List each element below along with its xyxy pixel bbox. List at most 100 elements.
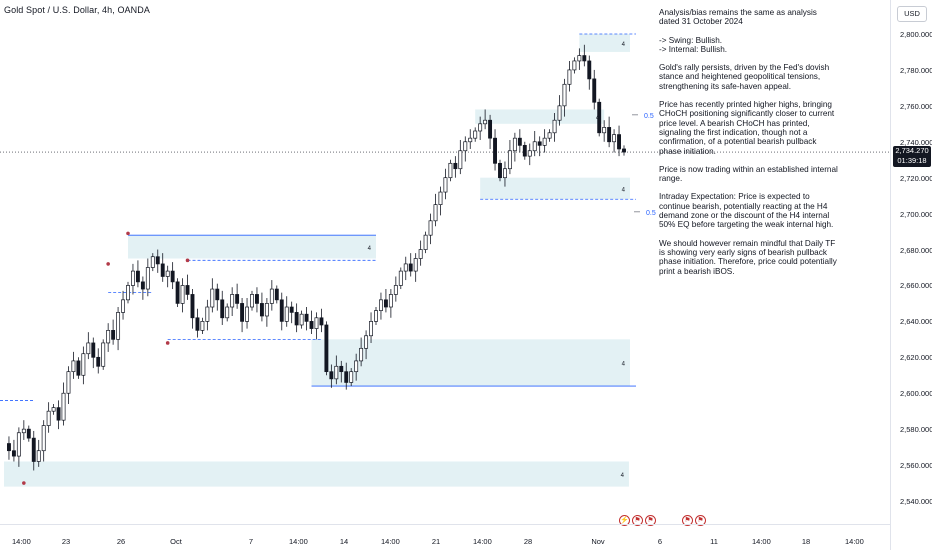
candle-bull	[468, 137, 473, 143]
swing-point-marker	[22, 481, 26, 485]
candle-bear	[185, 285, 190, 295]
candle-bear	[220, 299, 225, 319]
candle-bear	[76, 360, 81, 376]
price-tick-label: 2,800.000	[900, 30, 932, 39]
last-price-value: 2,734.270	[895, 146, 929, 155]
candle-bull	[379, 299, 383, 311]
candle-bull	[131, 270, 135, 286]
time-tick-label: 14:00	[473, 537, 492, 546]
candle-bull	[433, 204, 438, 222]
candle-bull	[264, 303, 269, 317]
candle-bull	[567, 69, 572, 85]
candle-bull	[512, 137, 517, 152]
candle-bull	[66, 371, 71, 394]
candle-bull	[374, 310, 378, 322]
candle-bear	[592, 78, 597, 103]
time-tick-label: 23	[61, 537, 71, 546]
candle-bear	[617, 134, 621, 150]
economic-events[interactable]: ⚡ ⚑ ⚑	[619, 515, 656, 526]
candle-bull	[483, 119, 488, 125]
note-paragraph: Price is now trading within an establish…	[659, 164, 838, 184]
us-flag-icon[interactable]: ⚑	[695, 515, 706, 526]
candle-bear	[309, 321, 314, 329]
candle-bull	[364, 335, 369, 349]
candle-bull	[577, 55, 582, 62]
time-tick-label: Oct	[170, 537, 182, 546]
candle-bear	[195, 317, 200, 331]
candle-bull	[503, 168, 507, 179]
zone-label: 4	[368, 246, 372, 252]
time-tick-label: 26	[116, 537, 126, 546]
candle-bull	[413, 258, 418, 272]
candle-bull	[612, 134, 617, 143]
candle-bull	[369, 321, 373, 337]
candle-bull	[21, 428, 26, 434]
candle-bull	[250, 294, 254, 308]
candle-bull	[547, 132, 552, 139]
candle-bear	[279, 299, 284, 322]
price-axis[interactable]: USD 2,540.000 2,560.000 2,580.000 2,600.000…	[890, 0, 932, 550]
candle-bear	[160, 263, 165, 277]
candle-bear	[240, 303, 245, 322]
candle-bear	[339, 365, 344, 373]
currency-button[interactable]: USD	[897, 6, 927, 22]
candle-bull	[473, 130, 478, 139]
price-tick-label: 2,700.000	[900, 209, 932, 219]
candlestick-chart[interactable]: 4444440.50.5	[0, 0, 890, 524]
candle-bear	[319, 317, 324, 326]
candle-bull	[46, 410, 51, 426]
candle-bear	[274, 288, 279, 301]
us-flag-icon[interactable]: ⚑	[632, 515, 643, 526]
candle-bull	[145, 267, 150, 290]
candle-bear	[255, 294, 259, 304]
candle-bear	[26, 428, 31, 439]
candle-bear	[56, 407, 61, 421]
swing-point-marker	[185, 258, 190, 263]
price-tick-label: 2,560.000	[900, 461, 932, 471]
candle-bull	[314, 317, 319, 329]
candle-bull	[532, 141, 537, 152]
note-paragraph: We should however remain mindful that Da…	[659, 238, 837, 276]
candle-bear	[304, 313, 309, 322]
price-tick-label: 2,660.000	[900, 281, 932, 291]
candle-bear	[294, 312, 299, 326]
zone-demand	[480, 177, 630, 200]
event-icon[interactable]: ⚡	[619, 515, 630, 526]
time-axis[interactable]: 14:00 23 26 Oct 7 14:00 14 14:00 21 14:00 28 Nov 6 11…	[0, 524, 890, 551]
us-flag-icon[interactable]: ⚑	[645, 515, 656, 526]
candle-bear	[622, 148, 626, 153]
candle-bull	[51, 407, 56, 412]
chart-area[interactable]: 4444440.50.5 Gold Spot / U.S. Dollar, 4h…	[0, 0, 890, 526]
price-tick-label: 2,640.000	[900, 317, 932, 327]
candle-bear	[329, 371, 334, 380]
candle-bull	[269, 288, 274, 304]
candle-bull	[200, 321, 205, 331]
time-tick-label: 14	[339, 537, 349, 546]
zone-label: 4	[622, 42, 626, 48]
candle-bear	[597, 101, 602, 134]
candle-bull	[225, 306, 230, 319]
us-flag-icon[interactable]: ⚑	[682, 515, 693, 526]
candle-bull	[542, 137, 547, 146]
eq-label: 0.5	[644, 113, 654, 120]
candle-bear	[155, 256, 160, 265]
candle-bull	[180, 285, 185, 304]
time-tick-label: 11	[710, 537, 718, 546]
candle-bull	[438, 191, 443, 205]
note-paragraph: Gold's rally persists, driven by the Fed…	[659, 63, 830, 91]
economic-events[interactable]: ⚑ ⚑	[682, 515, 706, 526]
candle-bear	[235, 294, 240, 304]
zone-supply	[579, 34, 630, 52]
candle-bull	[359, 347, 364, 362]
candle-bull	[572, 60, 577, 71]
price-tick-label: 2,540.000	[900, 497, 932, 506]
time-tick-label: 28	[523, 537, 533, 546]
eq-label: 0.5	[646, 210, 656, 217]
candle-bear	[582, 55, 587, 62]
time-tick-label: 18	[801, 537, 811, 546]
candle-bear	[91, 342, 96, 358]
time-tick-label: 14:00	[845, 537, 864, 546]
candle-bear	[607, 127, 612, 143]
candle-bear	[11, 450, 16, 457]
candle-bear	[190, 294, 195, 319]
